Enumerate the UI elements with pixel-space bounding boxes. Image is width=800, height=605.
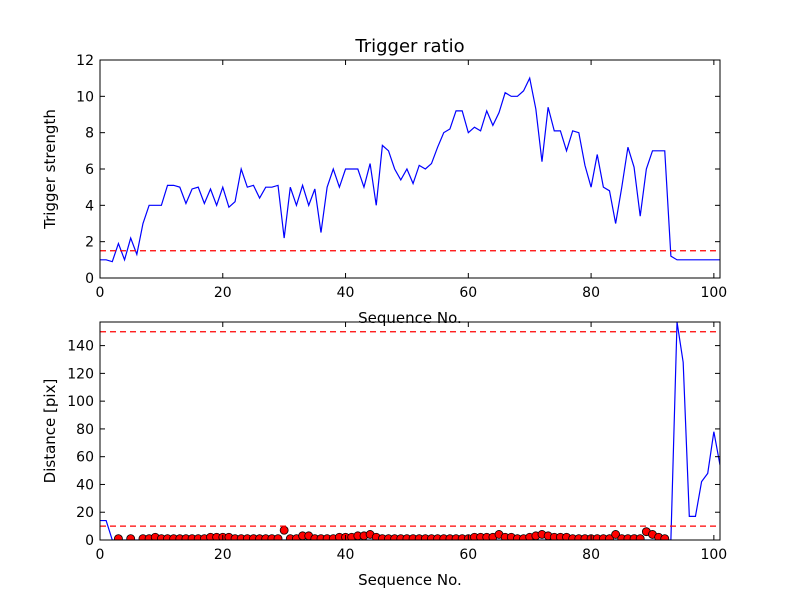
y-tick-label: 140 bbox=[67, 339, 94, 355]
series-line bbox=[100, 322, 720, 540]
axes-frame bbox=[99, 59, 721, 279]
y-tick-label: 120 bbox=[67, 366, 94, 382]
y-tick-label: 100 bbox=[67, 394, 94, 410]
x-tick-label: 20 bbox=[214, 547, 232, 563]
y-axis-label: Distance [pix] bbox=[41, 379, 59, 484]
data-point bbox=[273, 534, 283, 540]
y-tick-label: 12 bbox=[76, 53, 94, 69]
y-tick-label: 0 bbox=[85, 271, 94, 287]
marker-series bbox=[114, 525, 670, 540]
y-tick-label: 20 bbox=[76, 505, 94, 521]
data-point bbox=[279, 525, 289, 535]
y-tick-label: 10 bbox=[76, 89, 94, 105]
data-point bbox=[126, 534, 136, 540]
x-axis-label: Sequence No. bbox=[358, 309, 462, 327]
x-tick-label: 100 bbox=[700, 285, 727, 301]
y-tick-label: 80 bbox=[76, 422, 94, 438]
x-tick-label: 0 bbox=[96, 285, 105, 301]
x-tick-label: 80 bbox=[582, 547, 600, 563]
data-point bbox=[635, 534, 645, 540]
y-tick-label: 60 bbox=[76, 450, 94, 466]
plot-area bbox=[100, 76, 720, 263]
data-point bbox=[660, 534, 670, 540]
x-axis-label: Sequence No. bbox=[358, 571, 462, 589]
x-tick-label: 0 bbox=[96, 547, 105, 563]
x-tick-label: 60 bbox=[459, 547, 477, 563]
data-point bbox=[605, 534, 614, 540]
y-tick-label: 8 bbox=[85, 126, 94, 142]
axes-frame bbox=[99, 321, 721, 541]
y-tick-label: 40 bbox=[76, 477, 94, 493]
y-tick-label: 4 bbox=[85, 198, 94, 214]
chart-title: Trigger ratio bbox=[354, 36, 464, 57]
plot-area bbox=[100, 322, 720, 540]
x-tick-label: 80 bbox=[582, 285, 600, 301]
data-point bbox=[114, 534, 123, 540]
y-axis-label: Trigger strength bbox=[41, 109, 59, 230]
y-tick-label: 0 bbox=[85, 533, 94, 549]
x-tick-label: 40 bbox=[337, 285, 355, 301]
data-point bbox=[611, 530, 621, 539]
x-tick-label: 100 bbox=[700, 547, 727, 563]
chart-1: 0 20 40 60 80 100 0 2 4 6 8 10 12 Trigger ratio Sequen… bbox=[41, 36, 727, 327]
series-line bbox=[100, 76, 720, 263]
x-tick-label: 40 bbox=[337, 547, 355, 563]
y-tick-label: 2 bbox=[85, 235, 94, 251]
x-tick-label: 20 bbox=[214, 285, 232, 301]
y-tick-label: 6 bbox=[85, 162, 94, 178]
chart-2: 0 20 40 60 80 100 0 20 40 60 80 100 120 140 Sequence N… bbox=[41, 321, 727, 589]
x-tick-label: 60 bbox=[459, 285, 477, 301]
